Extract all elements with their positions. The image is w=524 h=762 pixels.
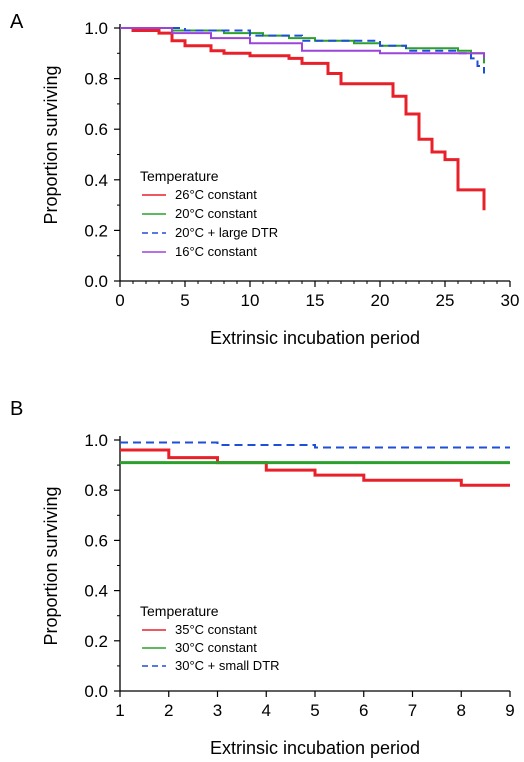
y-tick-label: 0.6 [84,120,108,139]
y-tick-label: 0.2 [84,632,108,651]
y-tick-label: 0.2 [84,221,108,240]
x-tick-label: 15 [306,291,325,310]
x-tick-label: 2 [164,701,173,720]
y-tick-label: 0.0 [84,682,108,701]
legend-label: 30°C + small DTR [175,658,280,673]
legend-label: 16°C constant [175,244,257,259]
y-tick-label: 1.0 [84,431,108,450]
x-tick-label: 5 [310,701,319,720]
legend-label: 26°C constant [175,187,257,202]
x-tick-label: 6 [359,701,368,720]
legend-title: Temperature [140,168,219,184]
x-tick-label: 10 [241,291,260,310]
legend: Temperature 35°C constant 30°C constant 30°… [140,603,280,673]
legend-label: 20°C constant [175,206,257,221]
series-line-1 [120,450,510,485]
y-tick-label: 0.6 [84,531,108,550]
y-tick-label: 0.8 [84,481,108,500]
panel-letter: A [10,11,24,33]
x-tick-label: 3 [213,701,222,720]
x-tick-label: 0 [115,291,124,310]
panel-letter: B [10,398,23,420]
legend: Temperature 26°C constant 20°C constant 20°… [140,168,278,259]
chart-panel-a: A 0.0 0.2 0.4 0.6 0.8 1.0 0 5 10 15 20 25 30 Extrinsic… [10,11,519,348]
legend-title: Temperature [140,603,219,619]
legend-label: 35°C constant [175,622,257,637]
x-tick-label: 5 [180,291,189,310]
x-tick-label: 25 [436,291,455,310]
series-line-3 [120,443,510,448]
x-tick-label: 8 [457,701,466,720]
x-tick-label: 9 [505,701,514,720]
series-line-4 [120,28,484,58]
x-tick-label: 4 [262,701,271,720]
x-tick-label: 1 [115,701,124,720]
y-tick-label: 0.4 [84,582,108,601]
y-axis-title: Proportion surviving [41,486,61,645]
x-tick-label: 30 [501,291,520,310]
legend-label: 30°C constant [175,640,257,655]
legend-label: 20°C + large DTR [175,225,278,240]
x-axis-title: Extrinsic incubation period [210,738,420,758]
y-tick-label: 0.4 [84,171,108,190]
x-axis-title: Extrinsic incubation period [210,328,420,348]
y-tick-label: 0.0 [84,272,108,291]
y-tick-label: 1.0 [84,19,108,38]
y-axis-title: Proportion surviving [41,65,61,224]
x-tick-label: 7 [408,701,417,720]
chart-panel-b: B 0.0 0.2 0.4 0.6 0.8 1.0 1 2 3 4 5 6 7 8 9 Extrinsic in… [10,398,515,758]
x-tick-label: 20 [371,291,390,310]
y-tick-label: 0.8 [84,70,108,89]
